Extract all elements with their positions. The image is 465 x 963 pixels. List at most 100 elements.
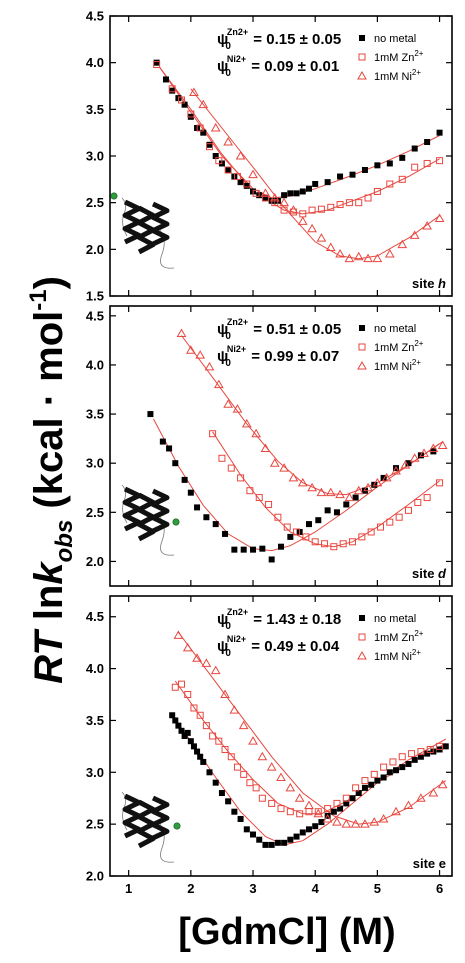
metal-site-dot [172,518,180,526]
y-tick-label: 3.5 [86,407,104,422]
y-tick-label: 4.5 [86,609,104,624]
data-point [218,790,225,797]
site-label-text: site [412,566,438,581]
data-point [372,477,383,487]
legend-text: 1mM Zn [374,52,414,64]
data-point [409,453,420,462]
data-point [333,799,341,807]
data-point [360,819,370,828]
data-point [297,477,308,487]
legend-superscript: 2+ [412,648,421,657]
data-point [381,472,392,482]
y-tick-label: 3.0 [86,149,104,164]
data-point [416,793,426,802]
data-point [339,540,347,548]
data-point [189,87,199,97]
data-point [187,738,194,745]
psi-symbol: ψ [217,31,228,48]
data-point [212,153,219,159]
data-point [243,182,250,189]
data-point [223,136,234,146]
data-point [436,129,443,136]
psi-subscript: 0 [225,621,231,632]
data-point [380,763,388,771]
data-point [417,748,425,756]
data-point [355,790,362,797]
data-point [281,839,288,846]
data-point [293,833,300,840]
data-point [243,826,250,833]
data-point [260,443,271,452]
data-point [363,482,373,492]
legend-marker-3 [357,650,367,660]
data-point [227,464,235,472]
psi-annotation: ψ0 Zn2+ = 1.43 ± 0.18 [217,607,341,632]
data-point [173,630,184,639]
psi-subscript: 0 [225,41,231,52]
data-point [178,727,185,734]
data-point [250,831,257,838]
x-tick-label: 3 [249,881,256,896]
legend-marker-1 [359,325,365,331]
y-tick-label: 3.5 [86,102,104,117]
data-point [372,253,383,263]
data-point [240,770,248,778]
fit-curve-1 [153,418,440,552]
data-point [184,691,192,699]
psi-annotation: ψ0 Ni2+ = 0.99 ± 0.07 [217,344,339,369]
data-point [436,479,444,487]
data-point [259,545,266,552]
data-point [324,179,331,186]
data-point [307,482,317,492]
legend-entry-1: no metal [374,33,416,45]
data-point [378,813,389,823]
data-point [232,404,243,413]
data-point [398,753,406,761]
series-3 [173,630,448,828]
data-point [169,712,176,719]
legend-superscript: 2+ [414,49,423,58]
data-point [367,528,375,536]
data-point [364,194,372,202]
protein-structure-icon [121,484,175,556]
data-point [175,722,182,729]
data-point [261,194,269,202]
data-point [262,195,269,201]
data-point [349,795,356,802]
x-tick-label: 6 [436,881,443,896]
data-point [206,141,213,148]
legend-entry-1: no metal [374,323,416,335]
legend-superscript: 2+ [414,629,423,638]
data-point [227,753,235,761]
site-label: site e [413,856,446,871]
psi-symbol: ψ [217,348,228,365]
data-point [426,745,434,753]
helix-ribbon [150,201,170,247]
psi-superscript: Ni2+ [227,634,246,644]
data-point [241,418,252,428]
data-point [268,556,275,563]
legend-entry-3: 1mM Ni2+ [374,648,421,663]
data-point [434,213,445,223]
metal-site-dot [173,822,181,830]
data-point [280,206,288,214]
data-point [437,779,448,789]
data-point [313,808,324,818]
data-point [344,253,355,263]
legend-superscript: 2+ [412,358,421,367]
data-point [299,829,306,836]
data-point [147,411,154,418]
psi-superscript: Ni2+ [227,344,246,354]
data-point [206,769,213,776]
data-point [205,143,213,151]
data-point [312,181,319,187]
data-point [288,205,299,214]
data-point [399,154,406,161]
data-point [248,736,258,745]
legend-text: 1mM Ni [374,361,412,373]
site-label-text: site e [413,856,446,871]
data-point [398,175,406,183]
